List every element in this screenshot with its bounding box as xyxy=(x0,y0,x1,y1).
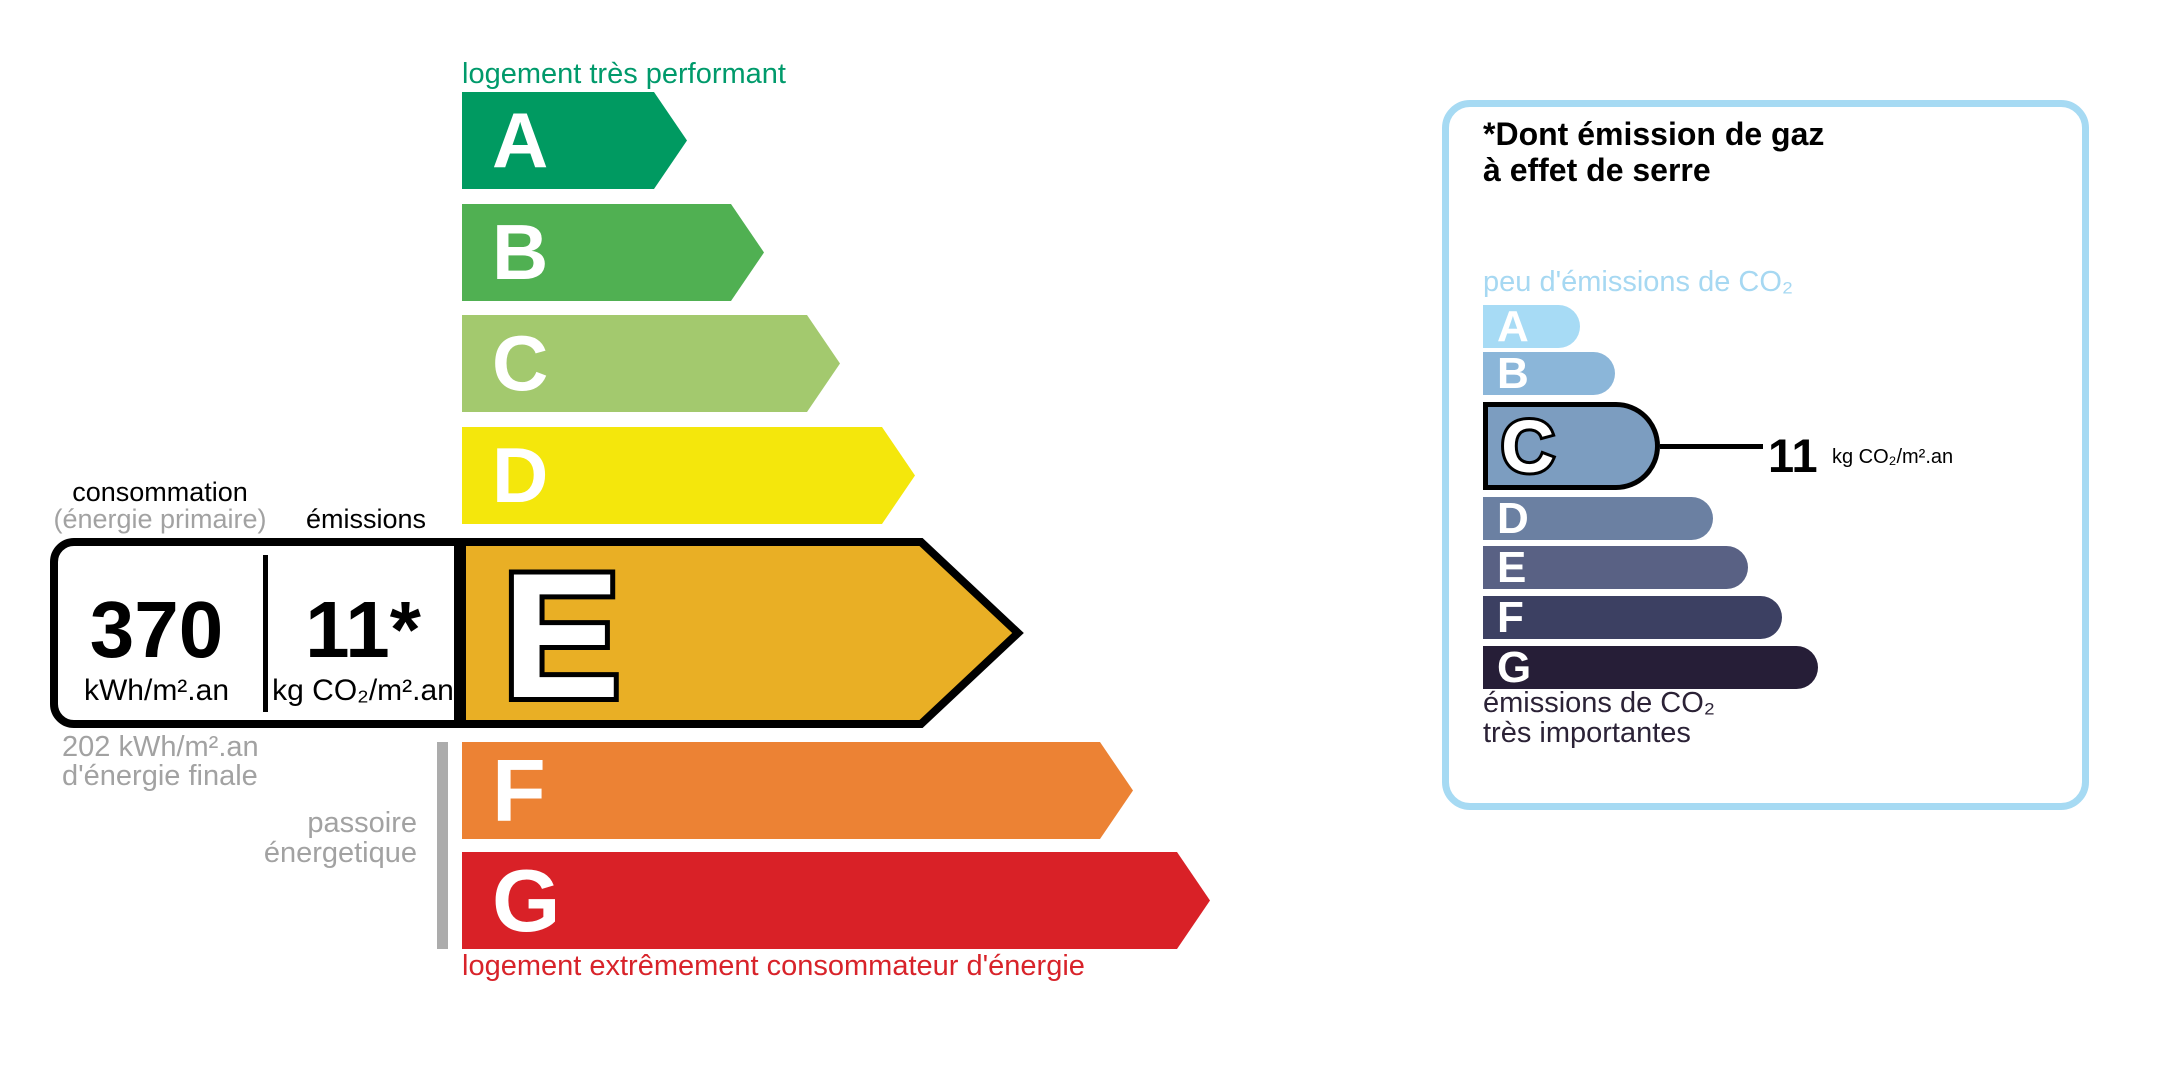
energy-class-arrow-c: C xyxy=(462,315,840,412)
ges-high-emissions-line2: très importantes xyxy=(1483,717,1691,749)
ges-class-bar-e: E xyxy=(1483,543,1748,592)
ges-class-letter: E xyxy=(1497,543,1527,592)
ges-class-bar-b: B xyxy=(1483,349,1615,398)
final-energy-line1: 202 kWh/m².an xyxy=(62,731,259,763)
e-arrow-shape xyxy=(458,538,1024,728)
ges-class-letter: F xyxy=(1497,593,1524,642)
energy-class-arrow-d: D xyxy=(462,427,915,524)
sieve-bracket-bar xyxy=(437,742,448,949)
ges-class-letter: G xyxy=(1497,643,1532,692)
energy-sieve-line1: passoire xyxy=(307,807,417,839)
ges-selected-letter-svg: C xyxy=(1498,406,1557,486)
ges-panel-title: *Dont émission de gaz à effet de serre xyxy=(1483,116,1824,188)
primary-energy-subheader: (énergie primaire) xyxy=(53,504,267,534)
value-box-divider xyxy=(263,555,268,712)
ges-value-connector-line xyxy=(1660,444,1763,449)
energy-sieve-label: passoire énergetique xyxy=(180,808,417,868)
ges-title-line2: à effet de serre xyxy=(1483,152,1711,188)
ges-class-bar-d: D xyxy=(1483,494,1713,543)
energy-class-arrow-f: F xyxy=(462,742,1133,839)
energy-class-letter: G xyxy=(492,851,561,950)
consumption-value-group: 370 kWh/m².an xyxy=(50,538,263,708)
ges-value: 11 xyxy=(1768,429,1818,482)
ges-panel xyxy=(1442,100,2089,810)
ges-class-letter-selected: C xyxy=(1501,406,1554,486)
ges-class-letter: B xyxy=(1497,349,1529,398)
consumption-unit: kWh/m².an xyxy=(83,674,230,707)
emissions-unit: kg CO₂/m².an xyxy=(272,674,454,707)
energy-class-letter: A xyxy=(492,96,549,184)
energy-sieve-line2: énergetique xyxy=(263,837,417,869)
ges-high-emissions-label: émissions de CO₂ très importantes xyxy=(1483,688,1715,748)
final-energy-line2: d'énergie finale xyxy=(62,760,258,792)
energy-class-letter-selected: E xyxy=(502,536,621,730)
energy-class-arrow-a: A xyxy=(462,92,687,189)
emissions-value-group: 11* kg CO₂/m².an xyxy=(268,538,458,708)
consumption-header: consommation xyxy=(72,477,248,507)
energy-class-arrow-e-selected: E xyxy=(458,536,1024,730)
ges-class-bar-c-selected xyxy=(1483,402,1660,490)
consumption-value: 370 xyxy=(89,585,224,674)
ges-class-bar-g: G xyxy=(1483,643,1818,692)
ges-title-line1: *Dont émission de gaz xyxy=(1483,116,1825,152)
final-energy-note: 202 kWh/m².an d'énergie finale xyxy=(62,733,259,791)
ges-low-emissions-label: peu d'émissions de CO₂ xyxy=(1483,266,1794,298)
energy-class-letter: D xyxy=(492,431,549,519)
top-performance-label: logement très performant xyxy=(462,58,786,90)
ges-high-emissions-line1: émissions de CO₂ xyxy=(1483,687,1716,719)
energy-class-arrow-g: G xyxy=(462,852,1210,949)
energy-class-letter: C xyxy=(492,319,549,407)
value-box xyxy=(50,538,462,728)
ges-class-bar-f: F xyxy=(1483,593,1782,642)
emissions-value: 11* xyxy=(305,585,421,674)
emissions-header: émissions xyxy=(305,504,427,534)
high-consumption-label: logement extrêmement consommateur d'éner… xyxy=(462,950,1085,982)
ges-class-letter: A xyxy=(1497,302,1529,351)
energy-class-arrow-b: B xyxy=(462,204,764,301)
energy-class-letter: F xyxy=(492,741,546,840)
ges-class-letter: D xyxy=(1497,494,1529,543)
energy-class-letter: B xyxy=(492,208,549,296)
ges-value-unit: kg CO₂/m².an xyxy=(1832,446,1954,468)
ges-class-bar-a: A xyxy=(1483,302,1580,351)
